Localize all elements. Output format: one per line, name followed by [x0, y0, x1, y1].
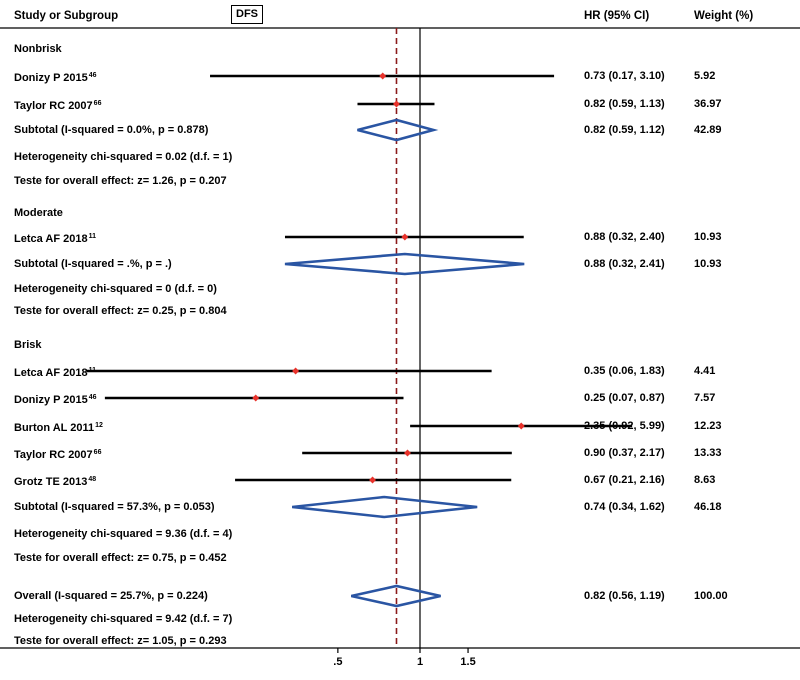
point-estimate-marker — [252, 394, 260, 402]
study-label: Taylor RC 200766 — [14, 100, 102, 112]
heterogeneity-text: Heterogeneity chi-squared = 9.42 (d.f. =… — [14, 613, 233, 625]
study-reference: 12 — [95, 422, 103, 429]
hr-ci-value: 0.74 (0.34, 1.62) — [584, 501, 665, 513]
subtotal-label: Subtotal (I-squared = 57.3%, p = 0.053) — [14, 501, 215, 513]
heterogeneity-text: Teste for overall effect: z= 1.05, p = 0… — [14, 635, 227, 647]
point-estimate-marker — [292, 367, 300, 375]
pooled-estimate-diamond — [292, 495, 478, 519]
pooled-estimate-diamond — [351, 584, 441, 608]
weight-value: 46.18 — [694, 501, 722, 513]
hr-ci-value: 0.35 (0.06, 1.83) — [584, 365, 665, 377]
pooled-estimate-diamond — [284, 252, 525, 276]
study-label: Donizy P 201546 — [14, 72, 97, 84]
study-label: Burton AL 201112 — [14, 422, 103, 434]
heterogeneity-text: Teste for overall effect: z= 1.26, p = 0… — [14, 175, 227, 187]
hr-ci-value: 0.82 (0.56, 1.19) — [584, 590, 665, 602]
heterogeneity-text: Heterogeneity chi-squared = 0 (d.f. = 0) — [14, 283, 217, 295]
x-axis-tick-label: 1 — [416, 656, 424, 668]
point-estimate-marker — [401, 233, 409, 241]
point-estimate-marker — [379, 72, 387, 80]
weight-value: 8.63 — [694, 474, 716, 486]
subtotal-label: Subtotal (I-squared = 0.0%, p = 0.878) — [14, 124, 209, 136]
study-label: Grotz TE 201348 — [14, 476, 97, 488]
hr-ci-value: 2.35 (0.92, 5.99) — [584, 420, 665, 432]
study-label: Donizy P 201546 — [14, 394, 97, 406]
weight-value: 36.97 — [694, 98, 722, 110]
study-reference: 46 — [88, 394, 97, 401]
chart-title-dfs: DFS — [231, 5, 263, 24]
x-axis-tick-label: 1.5 — [460, 656, 476, 668]
subgroup-header: Moderate — [14, 207, 63, 219]
subgroup-header: Brisk — [14, 339, 42, 351]
weight-value: 10.93 — [694, 231, 722, 243]
hr-ci-value: 0.88 (0.32, 2.40) — [584, 231, 665, 243]
weight-value: 10.93 — [694, 258, 722, 270]
pooled-estimate-diamond — [357, 118, 439, 142]
weight-value: 4.41 — [694, 365, 716, 377]
study-reference: 46 — [88, 72, 97, 79]
hr-ci-value: 0.82 (0.59, 1.12) — [584, 124, 665, 136]
study-reference: 66 — [93, 100, 102, 107]
column-header-weight: Weight (%) — [694, 10, 754, 22]
weight-value: 12.23 — [694, 420, 722, 432]
hr-ci-value: 0.82 (0.59, 1.13) — [584, 98, 665, 110]
heterogeneity-text: Heterogeneity chi-squared = 0.02 (d.f. =… — [14, 151, 233, 163]
point-estimate-marker — [404, 449, 412, 457]
column-header-hr: HR (95% CI) — [584, 10, 650, 22]
subtotal-label: Subtotal (I-squared = .%, p = .) — [14, 258, 172, 270]
study-reference: 66 — [93, 449, 102, 456]
hr-ci-value: 0.88 (0.32, 2.41) — [584, 258, 665, 270]
point-estimate-marker — [392, 100, 400, 108]
weight-value: 13.33 — [694, 447, 722, 459]
hr-ci-value: 0.73 (0.17, 3.10) — [584, 70, 665, 82]
subgroup-header: Nonbrisk — [14, 43, 62, 55]
heterogeneity-text: Teste for overall effect: z= 0.75, p = 0… — [14, 552, 227, 564]
study-reference: 48 — [88, 476, 97, 483]
study-label: Letca AF 201811 — [14, 233, 96, 245]
study-label: Taylor RC 200766 — [14, 449, 102, 461]
point-estimate-marker — [517, 422, 525, 430]
study-reference: 11 — [88, 233, 96, 240]
weight-value: 7.57 — [694, 392, 716, 404]
hr-ci-value: 0.90 (0.37, 2.17) — [584, 447, 665, 459]
hr-ci-value: 0.25 (0.07, 0.87) — [584, 392, 665, 404]
overall-label: Overall (I-squared = 25.7%, p = 0.224) — [14, 590, 208, 602]
study-label: Letca AF 201811 — [14, 367, 96, 379]
study-reference: 11 — [88, 367, 96, 374]
column-header-study: Study or Subgroup — [14, 10, 119, 22]
weight-value: 5.92 — [694, 70, 716, 82]
point-estimate-marker — [369, 476, 377, 484]
hr-ci-value: 0.67 (0.21, 2.16) — [584, 474, 665, 486]
x-axis-tick-label: .5 — [333, 656, 343, 668]
weight-value: 42.89 — [694, 124, 722, 136]
heterogeneity-text: Teste for overall effect: z= 0.25, p = 0… — [14, 305, 227, 317]
heterogeneity-text: Heterogeneity chi-squared = 9.36 (d.f. =… — [14, 528, 233, 540]
weight-value: 100.00 — [694, 590, 728, 602]
